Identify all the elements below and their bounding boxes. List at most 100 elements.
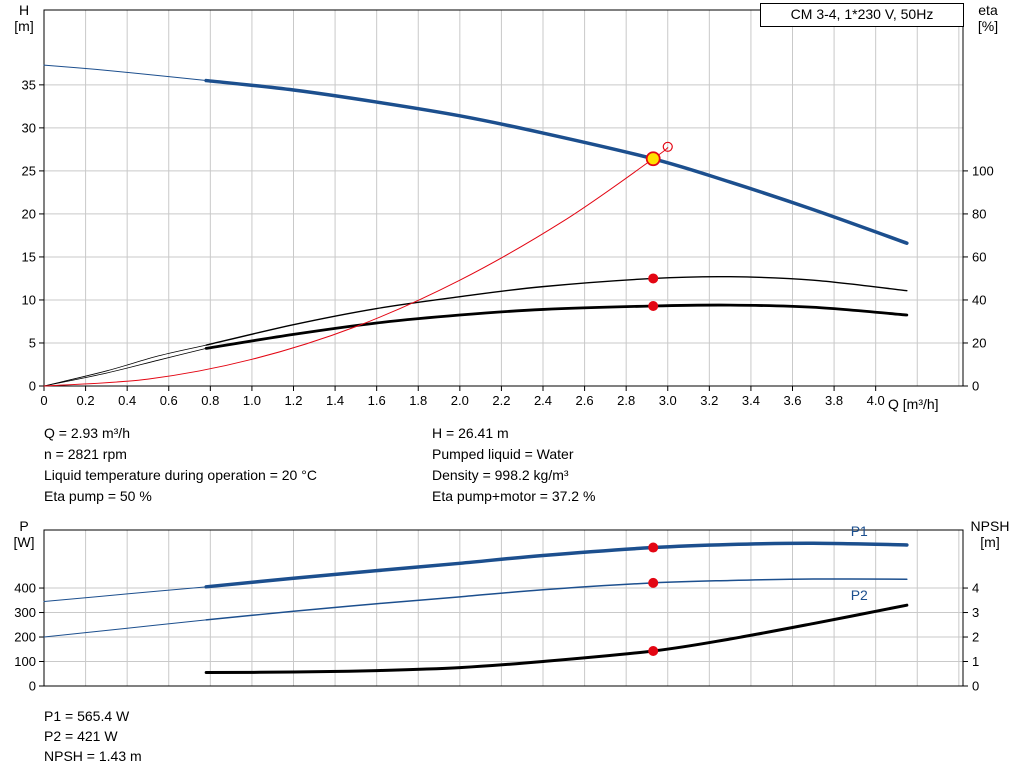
- tick-label-left: 0: [29, 379, 36, 394]
- tick-label-left: 400: [14, 581, 36, 596]
- tick-label-left: 30: [22, 120, 36, 135]
- series-system-curve: [43, 147, 669, 387]
- tick-label-x: 0.2: [77, 393, 95, 408]
- series-eta-pump-ext: [43, 344, 207, 387]
- tick-label-x: 1.8: [409, 393, 427, 408]
- h-axis-symbol: H: [18, 2, 30, 18]
- info-line-density: Density = 998.2 kg/m³: [432, 467, 569, 483]
- tick-label-right: 0: [972, 379, 979, 394]
- series-p1-curve: [204, 541, 909, 589]
- chart-performance: 0 5 10 15 20 25 30 35 0 20 40 60 80 100 0 0.2 0.4 0.6 0.8 1…: [22, 9, 994, 408]
- info-line-eta-pump: Eta pump = 50 %: [44, 488, 152, 504]
- tick-label-right: 0: [972, 679, 979, 694]
- tick-label-right: 80: [972, 206, 986, 221]
- tick-label-right: 20: [972, 335, 986, 350]
- tick-label-left: 15: [22, 249, 36, 264]
- eta-axis-symbol: eta: [978, 2, 998, 18]
- curve-label-P1: P1: [851, 523, 868, 539]
- tick-label-x: 3.6: [783, 393, 801, 408]
- tick-label-x: 2.4: [534, 393, 552, 408]
- info-line-liquid: Pumped liquid = Water: [432, 446, 574, 462]
- value-dot-marker: [648, 542, 659, 553]
- h-axis-title: H [m]: [6, 2, 42, 34]
- tick-label-x: 2.6: [576, 393, 594, 408]
- q-axis-title: Q [m³/h]: [888, 396, 939, 412]
- plot-border: [43, 9, 964, 387]
- tick-label-left: 20: [22, 206, 36, 221]
- pump-title-box: CM 3-4, 1*230 V, 50Hz: [760, 3, 964, 27]
- series-h-curve-ext: [43, 64, 207, 82]
- series-eta-pump-motor-ext: [43, 347, 207, 387]
- tick-label-left: 10: [22, 292, 36, 307]
- tick-label-x: 4.0: [867, 393, 885, 408]
- info-line-rpm: n = 2821 rpm: [44, 446, 127, 462]
- tick-label-x: 0.8: [201, 393, 219, 408]
- h-axis-unit: [m]: [14, 18, 34, 34]
- info-line-eta-pump-motor: Eta pump+motor = 37.2 %: [432, 488, 596, 504]
- info-line-h: H = 26.41 m: [432, 425, 509, 441]
- tick-label-right: 4: [972, 581, 979, 596]
- info-line-q: Q = 2.93 m³/h: [44, 425, 130, 441]
- tick-label-x: 3.2: [700, 393, 718, 408]
- info-line-npsh: NPSH = 1.43 m: [44, 748, 142, 764]
- tick-label-x: 0.6: [160, 393, 178, 408]
- series-h-curve: [204, 78, 909, 245]
- tick-label-left: 25: [22, 163, 36, 178]
- tick-label-x: 1.4: [326, 393, 344, 408]
- value-dot-marker: [648, 645, 659, 656]
- series-npsh-curve: [204, 603, 909, 675]
- eta-axis-title: eta [%]: [966, 2, 1010, 34]
- tick-label-left: 0: [29, 679, 36, 694]
- tick-label-x: 1.2: [284, 393, 302, 408]
- series-p1-ext: [43, 586, 207, 603]
- tick-label-x: 0.4: [118, 393, 136, 408]
- grid: [44, 10, 963, 386]
- npsh-axis-title: NPSH [m]: [960, 518, 1020, 550]
- series-p2-curve: [205, 578, 908, 621]
- npsh-axis-symbol: NPSH: [970, 518, 1010, 534]
- tick-label-x: 3.4: [742, 393, 760, 408]
- tick-label-left: 100: [14, 654, 36, 669]
- tick-label-x: 2.2: [492, 393, 510, 408]
- p-axis-symbol: P: [19, 518, 29, 534]
- p-axis-unit: [W]: [13, 534, 35, 550]
- value-dot-marker: [648, 577, 659, 588]
- power-info-block: P1 = 565.4 W P2 = 421 W NPSH = 1.43 m: [44, 708, 142, 768]
- series-eta-pump: [205, 275, 908, 346]
- tick-label-right: 40: [972, 292, 986, 307]
- open-point-marker: [662, 141, 673, 152]
- info-line-temperature: Liquid temperature during operation = 20…: [44, 467, 317, 483]
- tick-label-right: 3: [972, 605, 979, 620]
- series-p2-ext: [43, 619, 207, 638]
- tick-label-x: 3.0: [659, 393, 677, 408]
- tick-label-left: 5: [29, 335, 36, 350]
- info-line-p1: P1 = 565.4 W: [44, 708, 130, 724]
- chart-power-npsh: 0 100 200 300 400 0 1 2 3 4 P1 P2: [14, 523, 979, 693]
- duty-point-marker: [645, 151, 661, 167]
- duty-info-right: H = 26.41 m Pumped liquid = Water Densit…: [432, 425, 595, 509]
- tick-label-right: 1: [972, 654, 979, 669]
- tick-label-right: 2: [972, 630, 979, 645]
- value-dot-marker: [648, 273, 659, 284]
- tick-label-x: 0: [40, 393, 47, 408]
- duty-info-left: Q = 2.93 m³/h n = 2821 rpm Liquid temper…: [44, 425, 317, 509]
- tick-label-x: 1.0: [243, 393, 261, 408]
- tick-label-x: 3.8: [825, 393, 843, 408]
- tick-label-left: 300: [14, 605, 36, 620]
- tick-label-x: 2.8: [617, 393, 635, 408]
- value-dot-marker: [648, 300, 659, 311]
- tick-label-left: 200: [14, 630, 36, 645]
- series-eta-pump-motor: [204, 303, 909, 350]
- tick-label-right: 60: [972, 249, 986, 264]
- info-line-p2: P2 = 421 W: [44, 728, 118, 744]
- plot-border: [43, 529, 964, 687]
- tick-label-x: 2.0: [451, 393, 469, 408]
- tick-label-x: 1.6: [368, 393, 386, 408]
- tick-label-left: 35: [22, 77, 36, 92]
- grid: [44, 530, 963, 686]
- curve-label-P2: P2: [851, 587, 868, 603]
- tick-label-right: 100: [972, 163, 994, 178]
- eta-axis-unit: [%]: [977, 18, 999, 34]
